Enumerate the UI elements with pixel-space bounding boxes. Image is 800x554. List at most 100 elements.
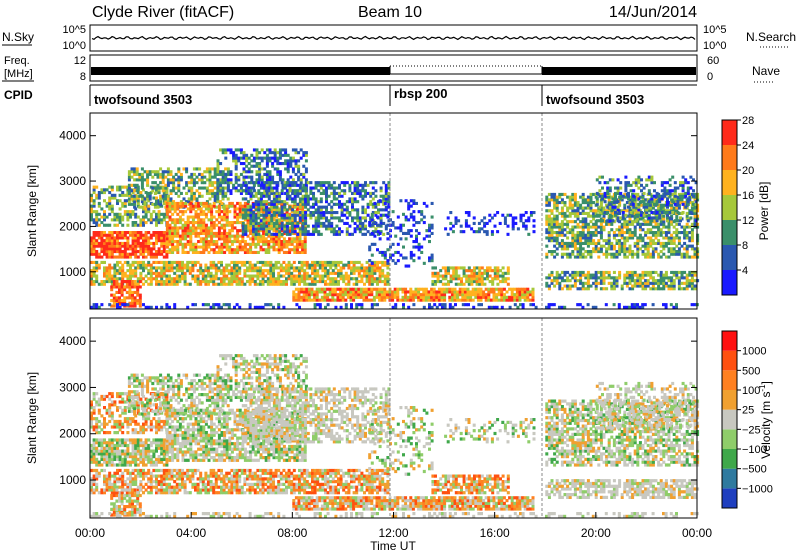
power-cell bbox=[501, 277, 505, 281]
power-cell bbox=[434, 274, 437, 278]
power-cell bbox=[123, 274, 127, 278]
power-cell bbox=[623, 209, 627, 213]
power-cell bbox=[584, 217, 588, 221]
power-cell bbox=[271, 175, 275, 179]
power-cell bbox=[401, 287, 405, 291]
power-cell bbox=[594, 244, 598, 248]
power-cell bbox=[387, 211, 391, 215]
freq-panel-frame bbox=[89, 54, 698, 82]
power-cell bbox=[625, 239, 629, 243]
power-cell bbox=[379, 219, 383, 223]
power-cell bbox=[262, 194, 266, 198]
power-cell bbox=[197, 240, 201, 244]
power-cell bbox=[352, 271, 356, 275]
power-cell bbox=[316, 269, 320, 273]
power-cell bbox=[346, 290, 350, 294]
power-cell bbox=[254, 194, 258, 198]
power-cell bbox=[607, 201, 611, 205]
power-cell bbox=[355, 280, 359, 284]
power-cell bbox=[385, 290, 389, 294]
power-cell bbox=[399, 229, 403, 233]
power-cell bbox=[108, 231, 112, 235]
power-cell bbox=[441, 277, 445, 281]
power-cell bbox=[508, 295, 512, 299]
power-cell bbox=[579, 225, 583, 229]
power-cell bbox=[378, 293, 382, 297]
power-cell bbox=[664, 231, 668, 235]
power-cell bbox=[306, 194, 310, 198]
power-cell bbox=[401, 295, 405, 299]
power-cell bbox=[272, 266, 275, 270]
power-cell bbox=[612, 231, 616, 235]
power-cell bbox=[631, 192, 635, 196]
power-cell bbox=[547, 209, 551, 213]
power-cell bbox=[155, 215, 158, 219]
power-cell bbox=[225, 218, 229, 222]
power-cell bbox=[142, 252, 145, 256]
power-cell bbox=[247, 162, 251, 166]
power-cell bbox=[275, 248, 279, 252]
power-cell bbox=[276, 172, 280, 176]
power-cell bbox=[478, 266, 482, 270]
power-cell bbox=[191, 248, 195, 252]
power-cell bbox=[129, 266, 132, 270]
power-cell bbox=[365, 260, 369, 264]
power-cell bbox=[133, 167, 137, 171]
power-cell bbox=[487, 290, 491, 294]
power-cell bbox=[215, 210, 219, 214]
power-cell bbox=[612, 252, 616, 256]
power-cell bbox=[181, 266, 184, 270]
power-cell bbox=[288, 221, 292, 225]
power-cell bbox=[155, 199, 158, 203]
power-cell bbox=[95, 250, 99, 254]
power-cell bbox=[331, 269, 335, 273]
power-cell bbox=[281, 178, 285, 182]
power-cell bbox=[161, 178, 165, 182]
power-cell bbox=[243, 282, 247, 286]
power-cell bbox=[568, 228, 572, 232]
power-cell bbox=[160, 250, 164, 254]
power-cell bbox=[222, 277, 226, 281]
power-cell bbox=[251, 250, 255, 254]
power-cell bbox=[184, 245, 188, 249]
power-cell bbox=[475, 271, 479, 275]
power-cell bbox=[524, 211, 528, 215]
power-cell bbox=[462, 269, 466, 273]
power-cell bbox=[386, 282, 390, 286]
power-cell bbox=[175, 274, 179, 278]
power-cell bbox=[232, 151, 236, 155]
power-cell bbox=[339, 269, 343, 273]
power-cell bbox=[184, 237, 188, 241]
power-cell bbox=[618, 203, 622, 207]
power-cell bbox=[545, 217, 549, 221]
power-cell bbox=[283, 230, 287, 234]
power-cell bbox=[319, 183, 323, 187]
power-cell bbox=[417, 242, 421, 246]
power-cell bbox=[303, 248, 307, 252]
power-cell bbox=[136, 285, 140, 289]
power-cell bbox=[636, 239, 640, 243]
power-cell bbox=[168, 237, 172, 241]
power-cell bbox=[306, 181, 310, 185]
power-cell bbox=[286, 170, 290, 174]
power-cell bbox=[221, 186, 225, 190]
power-cell bbox=[329, 266, 333, 270]
power-cell bbox=[165, 191, 169, 195]
power-cell bbox=[662, 236, 666, 240]
power-cell bbox=[265, 211, 269, 215]
power-cell bbox=[221, 172, 225, 176]
power-cell bbox=[370, 293, 374, 297]
power-cell bbox=[305, 282, 309, 286]
power-cell bbox=[152, 260, 156, 264]
power-cell bbox=[194, 263, 197, 267]
power-cell bbox=[194, 212, 198, 216]
power-cell bbox=[393, 295, 397, 299]
power-cell bbox=[272, 240, 276, 244]
power-cell bbox=[275, 197, 279, 201]
power-cell bbox=[351, 232, 354, 236]
power-cell bbox=[194, 231, 198, 235]
power-cell bbox=[127, 183, 131, 187]
power-cell bbox=[376, 280, 379, 284]
power-cell bbox=[211, 181, 215, 185]
power-cell bbox=[649, 244, 653, 248]
